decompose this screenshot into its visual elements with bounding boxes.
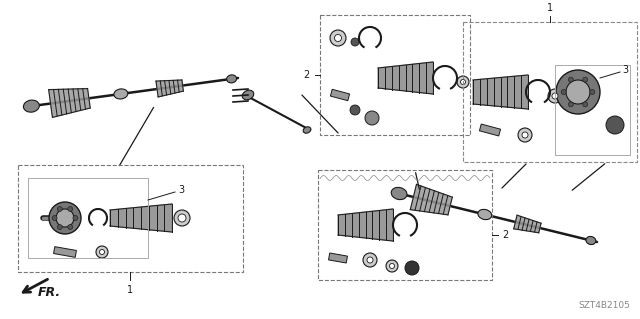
Circle shape <box>390 263 394 269</box>
Circle shape <box>606 116 624 134</box>
Text: 1: 1 <box>127 285 133 295</box>
Circle shape <box>99 249 104 255</box>
Circle shape <box>174 210 190 226</box>
Circle shape <box>365 111 379 125</box>
Circle shape <box>52 216 57 220</box>
Ellipse shape <box>24 100 39 112</box>
Bar <box>320 15 470 135</box>
Polygon shape <box>110 204 172 232</box>
Ellipse shape <box>227 75 237 83</box>
Bar <box>18 165 243 272</box>
Polygon shape <box>410 184 452 215</box>
Ellipse shape <box>391 187 407 200</box>
Circle shape <box>363 253 377 267</box>
Polygon shape <box>328 253 348 263</box>
Polygon shape <box>514 215 541 233</box>
Circle shape <box>367 257 373 263</box>
Circle shape <box>58 225 62 229</box>
Circle shape <box>405 261 419 275</box>
Circle shape <box>68 225 73 229</box>
Circle shape <box>568 102 573 107</box>
Circle shape <box>73 216 78 220</box>
Polygon shape <box>54 247 76 257</box>
Circle shape <box>518 128 532 142</box>
Circle shape <box>582 77 588 82</box>
Circle shape <box>68 206 73 211</box>
Circle shape <box>386 260 398 272</box>
Circle shape <box>56 209 74 227</box>
Text: 3: 3 <box>622 65 628 75</box>
Circle shape <box>330 30 346 46</box>
Circle shape <box>566 80 590 104</box>
Polygon shape <box>378 62 433 94</box>
Polygon shape <box>473 75 528 109</box>
Bar <box>463 22 637 162</box>
Circle shape <box>582 102 588 107</box>
Ellipse shape <box>478 209 492 220</box>
Text: 1: 1 <box>547 3 553 13</box>
Polygon shape <box>479 124 500 136</box>
Text: SZT4B2105: SZT4B2105 <box>578 301 630 310</box>
Bar <box>555 65 630 155</box>
Circle shape <box>548 89 562 103</box>
Polygon shape <box>49 89 90 117</box>
Circle shape <box>96 246 108 258</box>
Circle shape <box>335 34 342 41</box>
Text: 3: 3 <box>178 185 184 195</box>
Circle shape <box>58 206 62 211</box>
Ellipse shape <box>586 236 596 245</box>
Circle shape <box>556 70 600 114</box>
Ellipse shape <box>242 90 254 100</box>
Text: 2: 2 <box>502 230 508 240</box>
Ellipse shape <box>114 89 128 99</box>
Circle shape <box>49 202 81 234</box>
Ellipse shape <box>303 127 311 133</box>
Bar <box>28 178 148 258</box>
Polygon shape <box>156 80 184 97</box>
Circle shape <box>351 38 359 46</box>
Bar <box>318 170 492 280</box>
Circle shape <box>561 90 566 94</box>
Circle shape <box>350 105 360 115</box>
Polygon shape <box>330 89 349 101</box>
Circle shape <box>590 90 595 94</box>
Circle shape <box>457 76 469 88</box>
Circle shape <box>461 79 465 85</box>
Circle shape <box>522 132 528 138</box>
Circle shape <box>552 93 558 99</box>
Text: 2: 2 <box>304 70 310 80</box>
Circle shape <box>568 77 573 82</box>
Polygon shape <box>338 209 393 241</box>
Circle shape <box>178 214 186 222</box>
Text: FR.: FR. <box>38 286 61 299</box>
